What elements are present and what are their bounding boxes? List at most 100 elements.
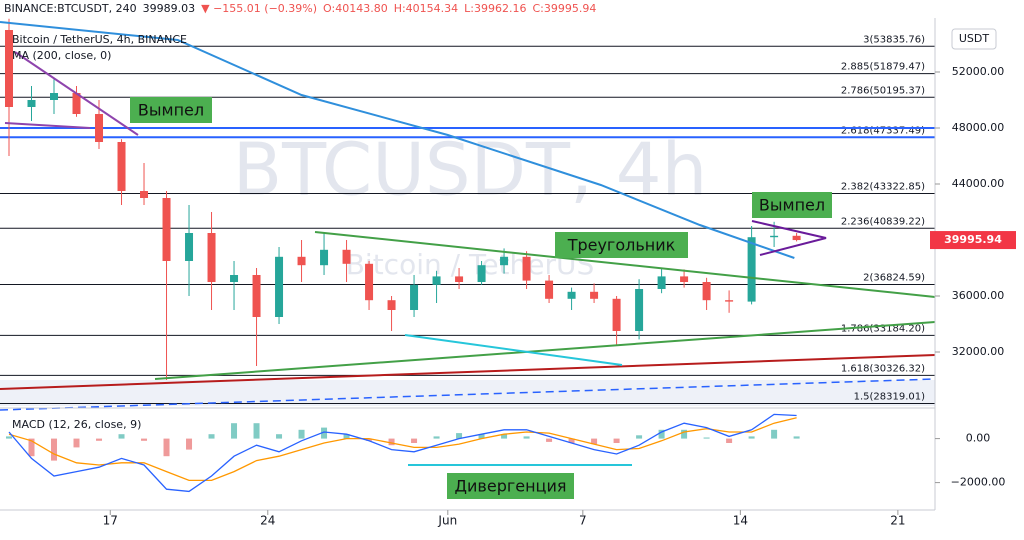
annotation: Дивергенция (455, 477, 567, 496)
histogram-bar (478, 434, 485, 439)
watermark-subtitle: Bitcoin / TetherUS (346, 248, 595, 281)
y-tick-label: 36000.00 (952, 289, 1005, 302)
annotation-box (447, 473, 574, 499)
pennant-line (14, 51, 139, 136)
candle-body (27, 100, 36, 107)
x-tick-label: 24 (260, 514, 275, 528)
histogram-bar (681, 429, 688, 439)
candle-body (545, 280, 554, 299)
histogram-bar (208, 434, 215, 439)
pennant-line (4, 122, 91, 129)
histogram-bar (658, 429, 665, 439)
triangle-line (314, 231, 936, 298)
candle-body (50, 93, 59, 100)
header: BINANCE:BTCUSDT, 240 39989.03 ▼ −155.01 (−… (4, 2, 596, 15)
histogram-bar (321, 427, 328, 439)
annotation-box (555, 232, 688, 258)
candle-body (792, 235, 801, 241)
price-tag (930, 231, 1016, 250)
histogram-bar (456, 433, 463, 439)
candle-body (567, 291, 576, 299)
candle-body (365, 263, 374, 301)
histogram-bar (501, 434, 508, 439)
macd-line (8, 413, 797, 493)
histogram-bar (51, 438, 58, 461)
annotation-box (752, 192, 832, 218)
histogram-bar (73, 438, 80, 448)
ma-legend: MA (200, close, 0) (12, 49, 111, 62)
candle-body (275, 256, 284, 317)
candle-body (635, 289, 644, 331)
x-tick-label: Jun (437, 514, 457, 528)
histogram-bar (546, 438, 553, 442)
header-symbol: BINANCE:BTCUSDT, 240 (4, 2, 137, 15)
fib-label: 2.786(50195.37) (841, 85, 925, 96)
candle-body (320, 249, 329, 266)
currency-box[interactable] (951, 28, 997, 50)
y-tick-label: −2000.00 (951, 476, 1006, 489)
fib-label: 2.236(40839.22) (841, 216, 925, 227)
header-open: O:40143.80 (323, 2, 388, 15)
fib-label: 2.382(43322.85) (841, 181, 925, 192)
candle-body (725, 300, 734, 302)
candle-body (657, 276, 666, 289)
candle-body (770, 235, 779, 238)
candle-body (612, 298, 621, 331)
histogram-bar (523, 436, 530, 439)
histogram-bar (793, 436, 800, 439)
candle-body (477, 265, 486, 282)
histogram-bar (613, 438, 620, 443)
x-tick-label: 17 (103, 514, 118, 528)
header-close: C:39995.94 (533, 2, 597, 15)
histogram-bar (388, 438, 395, 446)
histogram-bar (343, 434, 350, 439)
histogram-bar (568, 438, 575, 443)
candle-body (252, 275, 261, 317)
x-tick-label: 21 (890, 514, 905, 528)
candle-body (95, 114, 104, 142)
macd-legend: MACD (12, 26, close, 9) (12, 418, 141, 431)
histogram-bar (411, 438, 418, 443)
y-tick-label: 44000.00 (952, 177, 1005, 190)
histogram-bar (6, 436, 13, 439)
y-tick-label: 32000.00 (952, 345, 1005, 358)
header-price: 39989.03 (143, 2, 196, 15)
histogram-bar (163, 438, 170, 457)
candle-body (207, 233, 216, 282)
signal-line (8, 417, 797, 482)
candle-body (747, 237, 756, 302)
header-high: H:40154.34 (394, 2, 458, 15)
fib-label: 2(36824.59) (863, 272, 925, 283)
histogram-bar (748, 436, 755, 439)
histogram-bar (703, 437, 710, 439)
annotation: Вымпел (759, 196, 825, 215)
annotation-box (130, 97, 212, 123)
histogram-bar (28, 438, 35, 457)
candle-body (342, 249, 351, 264)
candle-body (455, 276, 464, 282)
currency: USDT (959, 32, 990, 45)
fib-label: 1.618(30326.32) (841, 363, 925, 374)
candle-body (410, 284, 419, 310)
histogram-bar (591, 438, 598, 445)
candle-body (72, 93, 81, 114)
histogram-bar (118, 434, 125, 439)
candle-body (432, 276, 441, 285)
candle-body (702, 282, 711, 301)
fib-label: 3(53835.76) (863, 34, 925, 45)
histogram-bar (231, 423, 238, 439)
histogram-bar (433, 436, 440, 439)
histogram-bar (96, 438, 103, 441)
ma-line (0, 21, 795, 259)
histogram-bar (186, 438, 193, 450)
histogram-bar (771, 429, 778, 439)
candle-body (297, 256, 306, 266)
candle-body (185, 233, 194, 261)
fib-label: 1.786(33184.20) (841, 323, 925, 334)
annotation: Треугольник (567, 236, 676, 255)
trend-line (0, 354, 936, 390)
fib-label: 2.618(47337.49) (841, 125, 925, 136)
histogram-bar (253, 423, 260, 439)
annotation: Вымпел (138, 101, 204, 120)
